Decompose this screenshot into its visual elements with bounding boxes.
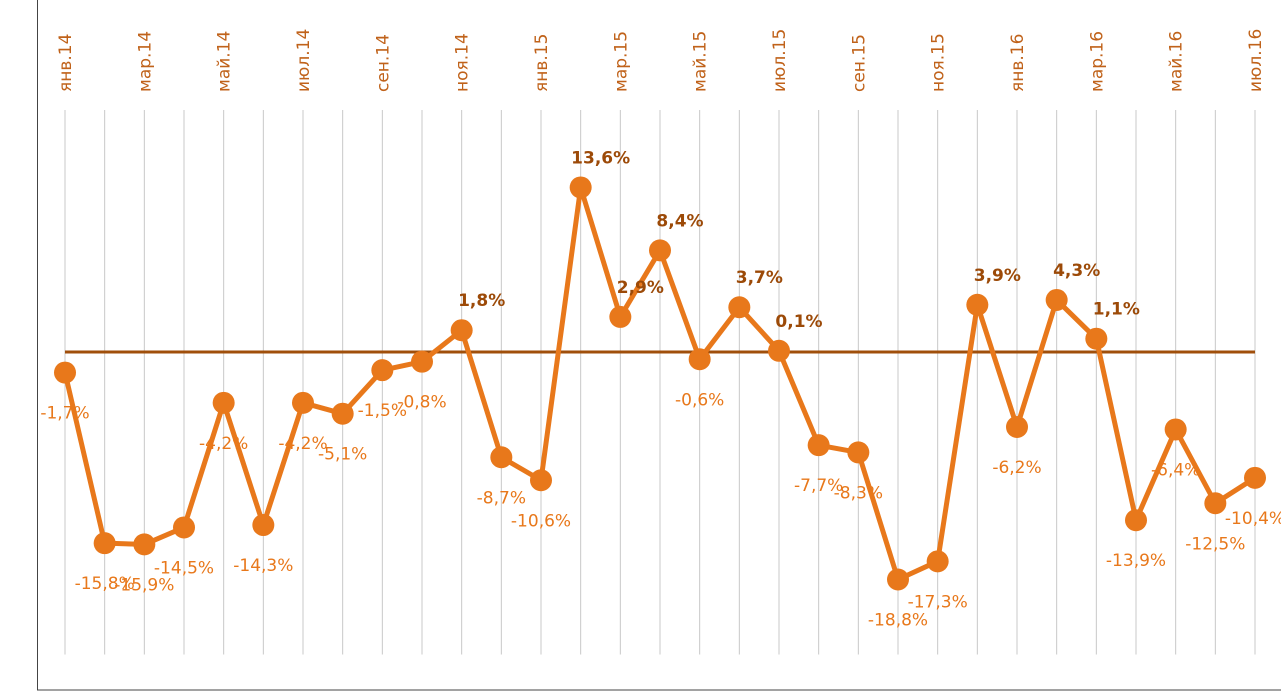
data-label: -10,6%: [511, 511, 571, 531]
x-tick-label: сен.15: [849, 34, 869, 92]
x-tick-label: мар.15: [611, 31, 631, 92]
point: [887, 568, 909, 591]
x-tick-label: янв.14: [56, 34, 76, 92]
data-label: -15,8%: [75, 574, 135, 594]
data-label: 0,1%: [775, 312, 822, 332]
point: [292, 391, 314, 414]
data-label: -10,4%: [1225, 509, 1281, 529]
point: [768, 339, 790, 362]
data-label: 3,9%: [974, 266, 1021, 286]
x-tick-label: янв.16: [1008, 34, 1028, 92]
x-tick-label: мар.14: [135, 31, 155, 92]
chart-border: [37, 0, 1281, 691]
point: [450, 319, 473, 342]
data-label: -12,5%: [1185, 534, 1245, 554]
x-tick-label: май.15: [691, 31, 711, 92]
data-label: 13,6%: [571, 148, 630, 168]
point: [1125, 509, 1147, 532]
data-label: 8,4%: [656, 211, 703, 231]
point: [1045, 288, 1068, 311]
x-tick-label: ноя.15: [929, 33, 949, 92]
data-label: -6,2%: [992, 458, 1041, 478]
point: [569, 176, 592, 199]
point: [1006, 416, 1028, 439]
point: [688, 348, 711, 371]
x-tick-label: май.16: [1167, 31, 1187, 92]
data-label: 1,8%: [458, 291, 505, 311]
x-tick-label: май.14: [215, 31, 235, 92]
x-tick-label: янв.15: [532, 34, 552, 92]
data-label: -13,9%: [1106, 551, 1166, 571]
point: [530, 469, 552, 492]
data-label: -17,3%: [908, 592, 968, 612]
data-label: -6,4%: [1151, 460, 1200, 480]
point: [926, 550, 949, 573]
point: [411, 350, 433, 373]
point: [93, 532, 116, 555]
data-label: -7,7%: [794, 476, 843, 496]
x-tick-label: июл.16: [1246, 29, 1266, 92]
data-label: 2,9%: [617, 278, 664, 298]
data-label: -1,5%: [358, 401, 407, 421]
data-label: -4,2%: [199, 434, 248, 454]
x-tick-label: мар.16: [1087, 31, 1107, 92]
point: [490, 446, 513, 469]
data-label: -0,6%: [675, 390, 724, 410]
data-label: -14,5%: [154, 558, 214, 578]
point: [609, 305, 632, 328]
point: [173, 516, 195, 539]
x-tick-label: ноя.14: [453, 33, 473, 92]
data-label: -14,3%: [233, 556, 293, 576]
point: [371, 359, 394, 382]
data-label: -15,9%: [114, 575, 174, 595]
point: [54, 361, 76, 384]
data-label: -18,8%: [868, 610, 928, 630]
data-label: -5,1%: [318, 445, 367, 465]
point: [807, 434, 830, 457]
point: [133, 533, 156, 556]
point: [649, 239, 671, 262]
data-label: -8,7%: [477, 488, 526, 508]
data-label: -4,2%: [278, 434, 327, 454]
point: [1085, 327, 1108, 350]
data-label: 3,7%: [736, 268, 783, 288]
x-tick-label: июл.15: [770, 29, 790, 92]
data-label: -0,8%: [397, 393, 446, 413]
point: [1204, 492, 1227, 515]
data-label: -1,7%: [40, 404, 89, 424]
data-label: 4,3%: [1053, 261, 1100, 281]
point: [728, 296, 751, 319]
point: [1164, 418, 1187, 441]
data-label: -8,3%: [834, 483, 883, 503]
point: [252, 514, 275, 537]
data-label: 1,1%: [1093, 300, 1140, 320]
x-tick-label: июл.14: [294, 29, 314, 92]
point: [847, 441, 870, 464]
point: [1244, 466, 1266, 489]
point: [331, 402, 354, 425]
x-tick-label: сен.14: [373, 34, 393, 92]
point: [212, 391, 235, 414]
point: [966, 293, 989, 316]
